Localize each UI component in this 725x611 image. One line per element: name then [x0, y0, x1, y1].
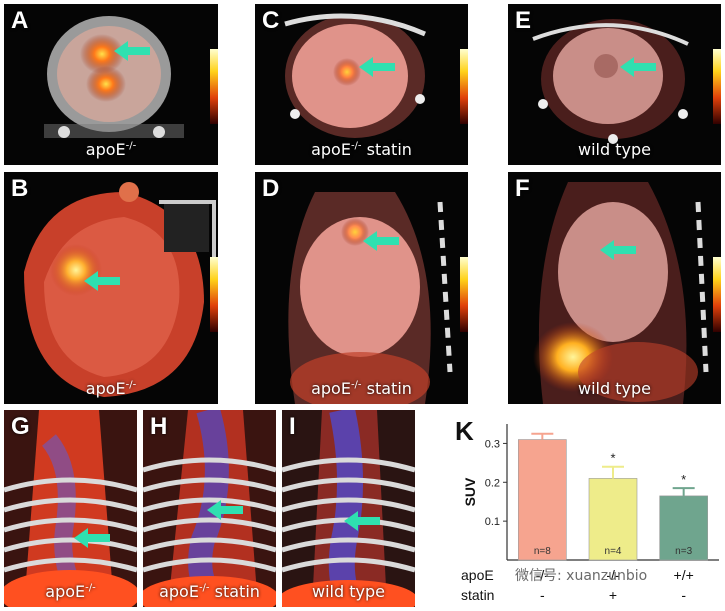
table-row-label-0: apoE [461, 567, 494, 583]
panel-e: E wild type [508, 4, 721, 165]
panel-h: H apoE-/- statin [143, 410, 276, 607]
panel-e-image [532, 19, 721, 144]
suv-bar-chart: SUV 0.1 0.2 0.3 n=8 * n=4 * n=3 apoE -/- -/- +/+ stat… [461, 424, 719, 603]
panel-b-image [24, 182, 218, 397]
panel-g-caption: apoE-/- [45, 582, 96, 601]
panel-c-caption: apoE-/- statin [311, 140, 412, 159]
table-cell-1-1: + [609, 587, 617, 603]
bar-n-label-0: n=8 [534, 546, 551, 557]
panel-g-letter: G [11, 413, 30, 440]
panel-h-letter: H [150, 413, 168, 440]
panel-d: D apoE-/- statin [255, 172, 468, 404]
bar-1 [588, 478, 638, 561]
bar-0 [518, 439, 567, 561]
y-tick-label-1: 0.2 [485, 477, 500, 489]
panel-d-letter: D [262, 175, 280, 202]
panel-d-caption: apoE-/- statin [311, 379, 412, 398]
panel-h-image [143, 410, 276, 607]
panel-b-caption: apoE-/- [85, 379, 137, 398]
panel-g-image [4, 410, 137, 607]
table-cell-0-2: +/+ [674, 567, 694, 583]
panel-f-letter: F [515, 175, 530, 202]
panel-k: K SUV 0.1 0.2 0.3 n=8 * n=4 * n=3 apoE -/- -/- +/+ st… [447, 410, 725, 611]
panel-e-caption: wild type [578, 140, 651, 159]
panel-d-image [288, 192, 468, 404]
panel-f-image [533, 182, 721, 404]
significance-2: * [681, 472, 686, 487]
y-tick-label-2: 0.3 [485, 438, 500, 450]
panel-g: G apoE-/- [4, 410, 137, 607]
table-cell-0-0: -/- [536, 567, 550, 583]
table-cell-1-0: - [540, 587, 545, 603]
panel-a-caption: apoE-/- [85, 140, 137, 159]
panel-a-letter: A [11, 7, 29, 34]
panel-a-image [44, 16, 218, 138]
panel-i: I wild type [282, 410, 415, 607]
panel-f-caption: wild type [578, 379, 651, 398]
panel-f: F wild type [508, 172, 721, 404]
panel-h-caption: apoE-/- statin [159, 582, 260, 601]
y-axis-label: SUV [462, 477, 478, 506]
panel-b-letter: B [11, 175, 29, 202]
significance-1: * [610, 451, 615, 466]
panel-i-letter: I [289, 413, 296, 440]
panel-a: A apoE-/- [4, 4, 218, 165]
bar-n-label-1: n=4 [605, 546, 622, 557]
table-cell-0-1: -/- [606, 567, 620, 583]
panel-c-image [284, 13, 468, 138]
y-tick-label-0: 0.1 [485, 516, 500, 528]
table-row-label-1: statin [461, 587, 494, 603]
panel-e-letter: E [515, 7, 532, 34]
panel-c-letter: C [262, 7, 280, 34]
panel-i-caption: wild type [312, 582, 385, 601]
panel-k-letter: K [455, 416, 474, 446]
panel-i-image [282, 410, 415, 607]
panel-c: C apoE-/- statin [255, 4, 468, 165]
panel-b: B apoE-/- [4, 172, 218, 404]
watermark: 微信号: xuanzunbio [515, 568, 648, 584]
table-cell-1-2: - [681, 587, 686, 603]
bar-n-label-2: n=3 [675, 546, 692, 557]
bar-2 [659, 495, 708, 561]
